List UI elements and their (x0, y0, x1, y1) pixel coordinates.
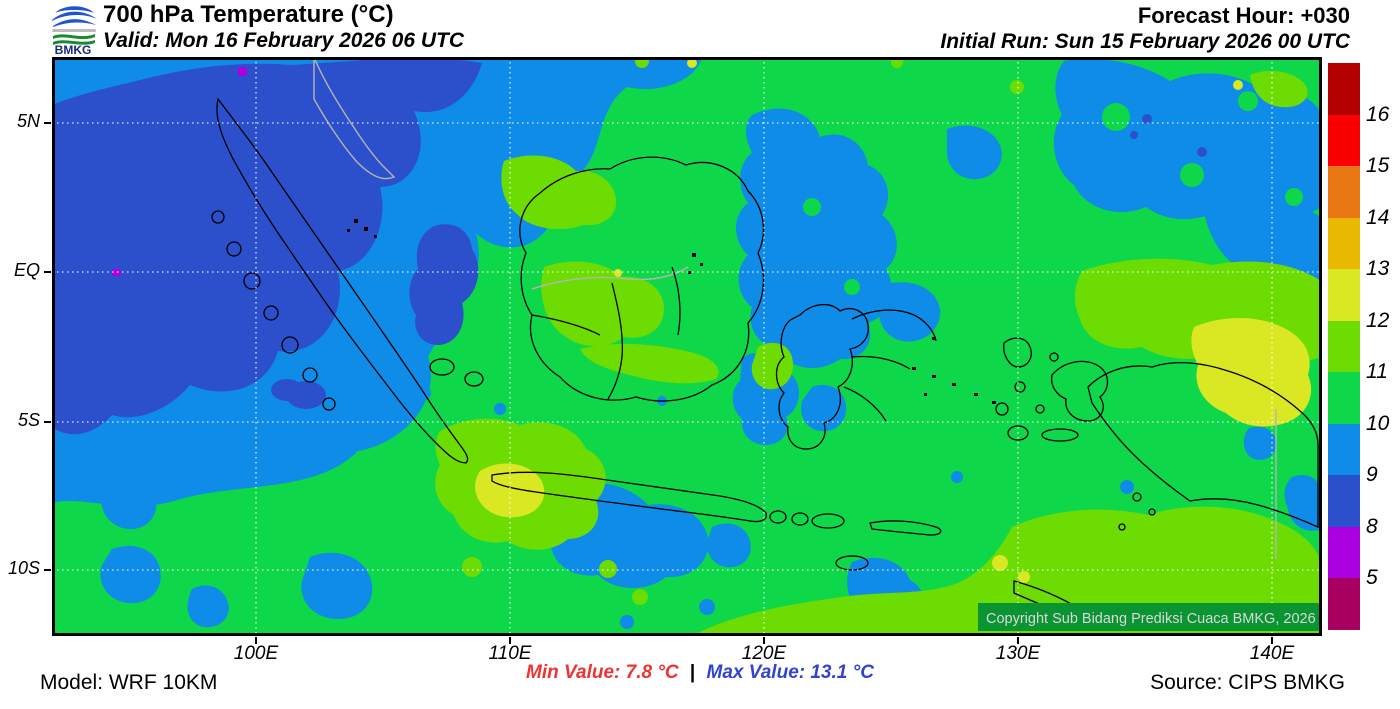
lat-label: EQ (13, 259, 40, 280)
colorbar-label: 5 (1366, 566, 1378, 590)
valid-time: Valid: Mon 16 February 2026 06 UTC (103, 29, 465, 52)
lon-label: 120E (741, 643, 787, 664)
colorbar-segment (1328, 114, 1360, 167)
colorbar-segment (1328, 63, 1360, 115)
logo-label: BMKG (55, 43, 92, 55)
lon-label: 130E (995, 643, 1041, 664)
lon-tick (1016, 637, 1019, 644)
coastline-borneo (519, 156, 765, 402)
forecast-hour: Forecast Hour: +030 (1137, 3, 1350, 28)
colorbar-segment (1328, 475, 1360, 527)
colorbar-label: 11 (1366, 360, 1388, 384)
colorbar-segment (1328, 217, 1360, 270)
colorbar-label: 14 (1366, 205, 1390, 229)
colorbar-segment (1328, 166, 1360, 218)
copyright-text: Copyright Sub Bidang Prediksi Cuaca BMKG… (986, 611, 1316, 627)
temperature-map: Copyright Sub Bidang Prediksi Cuaca BMKG… (52, 57, 1322, 636)
coastline-sumatra (216, 97, 469, 464)
colorbar-label: 12 (1366, 308, 1390, 332)
colorbar-segment (1328, 269, 1360, 321)
colorbar-label: 9 (1366, 463, 1378, 487)
colorbar-labels: 16 15 14 13 12 11 10 9 8 5 (1328, 63, 1398, 630)
bmkg-logo: BMKG (45, 0, 102, 57)
coastline-malay-peninsula (313, 57, 396, 180)
temp-region-violet (112, 67, 247, 276)
coastline-birds-head (1050, 360, 1109, 422)
lat-label: 5S (17, 409, 40, 430)
lon-label: 140E (1249, 643, 1295, 664)
bmkg-logo-icon: BMKG (52, 6, 97, 57)
lon-label: 110E (488, 643, 532, 664)
colorbar-segment (1328, 320, 1360, 373)
model-label: Model: WRF 10KM (40, 671, 218, 694)
temp-green-holes (803, 91, 1303, 295)
lat-tick (44, 420, 51, 423)
coastline-sulawesi (775, 304, 869, 450)
temp-region-dark-blue (52, 58, 1207, 435)
minmax-separator: | (689, 662, 696, 683)
lat-tick (44, 122, 51, 124)
lon-tick (254, 637, 257, 644)
copyright-band (978, 603, 1320, 631)
border-sarawak (531, 266, 689, 290)
minmax-values: Min Value: 7.8 °C | Max Value: 13.1 °C (0, 662, 1400, 684)
lat-tick (44, 568, 51, 571)
map-frame (52, 57, 1322, 636)
colorbar (1328, 63, 1360, 631)
colorbar-label: 15 (1366, 154, 1390, 178)
lat-label: 10S (7, 557, 40, 578)
island-speckles (347, 219, 996, 404)
coastline-java (491, 471, 768, 523)
colorbar-label: 8 (1366, 514, 1378, 538)
gridlines (52, 57, 1322, 636)
lon-label: 100E (233, 643, 279, 664)
colorbar-label: 10 (1366, 411, 1390, 435)
lat-label: 5N (16, 111, 40, 131)
coastline-papua (1087, 362, 1319, 529)
colorbar-segment (1328, 372, 1360, 424)
source-label: Source: CIPS BMKG (1150, 671, 1345, 694)
initial-run: Initial Run: Sun 15 February 2026 00 UTC (940, 30, 1350, 53)
logo-divider (52, 29, 96, 32)
page-title: 700 hPa Temperature (°C) (103, 1, 394, 28)
colorbar-segment (1328, 578, 1360, 631)
max-value: Max Value: 13.1 °C (706, 662, 874, 683)
logo-cloud-icon (52, 6, 97, 27)
lon-tick (508, 637, 511, 644)
map-area: Copyright Sub Bidang Prediksi Cuaca BMKG… (52, 57, 1322, 636)
min-value: Min Value: 7.8 °C (526, 662, 679, 683)
lon-tick (1270, 637, 1273, 644)
lon-tick (762, 637, 765, 644)
lat-tick (44, 270, 51, 273)
logo-waves-icon (53, 34, 95, 45)
colorbar-label: 16 (1366, 102, 1390, 126)
colorbar-segment (1328, 526, 1360, 579)
colorbar-segment (1328, 423, 1360, 476)
colorbar-label: 13 (1366, 257, 1390, 281)
